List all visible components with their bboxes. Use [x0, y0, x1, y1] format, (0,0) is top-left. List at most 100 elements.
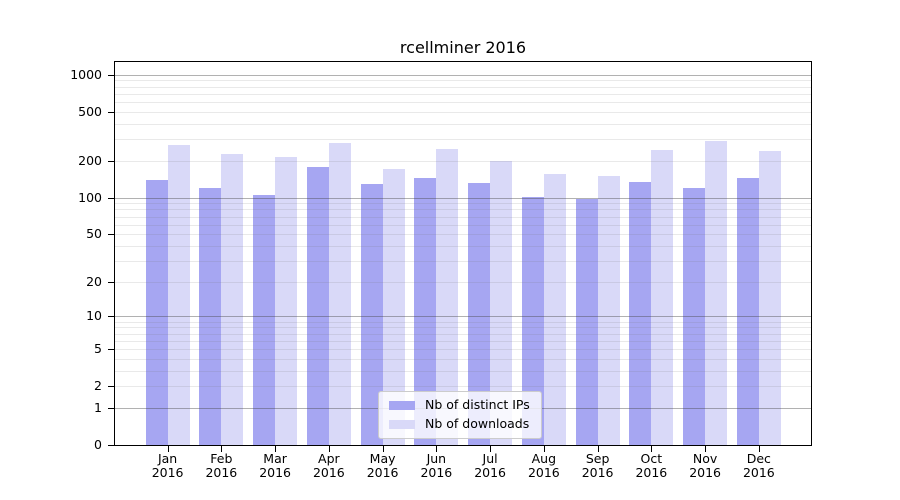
bar-distinct-ips — [306, 166, 329, 445]
y-gridline — [115, 260, 811, 262]
y-tick — [108, 160, 114, 162]
y-tick-label: 1000 — [70, 66, 102, 82]
x-tick — [328, 446, 330, 452]
legend-entry-distinct-ips: Nb of distinct IPs — [389, 398, 530, 412]
y-gridline — [115, 80, 811, 82]
y-gridline — [115, 160, 811, 162]
y-gridline — [115, 327, 811, 329]
bar-downloads — [651, 150, 674, 445]
y-tick — [108, 445, 114, 446]
bar-downloads — [597, 176, 620, 445]
y-gridline — [115, 321, 811, 323]
y-tick — [108, 74, 114, 76]
x-tick-label-year: 2016 — [259, 465, 291, 480]
bar-distinct-ips — [199, 187, 222, 445]
bar-downloads — [328, 143, 351, 445]
y-gridline — [115, 316, 811, 318]
y-gridline — [115, 224, 811, 226]
bar-downloads — [382, 168, 405, 445]
bar-downloads — [275, 156, 298, 445]
y-tick-label: 500 — [78, 103, 102, 119]
bar-distinct-ips — [145, 180, 168, 445]
y-tick-label: 50 — [86, 226, 102, 242]
y-gridline — [115, 111, 811, 113]
x-tick-label-month: May — [369, 451, 396, 466]
bar-distinct-ips — [736, 177, 759, 445]
x-tick — [705, 446, 707, 452]
x-tick — [543, 446, 545, 452]
legend: Nb of distinct IPs Nb of downloads — [378, 391, 542, 439]
x-tick-label-month: Nov — [692, 451, 718, 466]
y-tick-label: 5 — [94, 340, 102, 356]
y-gridline — [115, 123, 811, 125]
y-gridline — [115, 139, 811, 141]
bar-downloads — [758, 150, 781, 445]
x-tick-label-year: 2016 — [527, 465, 560, 480]
x-tick-label: Mar 2016 — [247, 452, 303, 480]
bar-distinct-ips — [629, 182, 652, 445]
y-tick-label: 1 — [94, 399, 102, 415]
x-tick-label-month: Apr — [318, 451, 340, 466]
y-tick — [108, 281, 114, 283]
y-gridline — [115, 216, 811, 218]
bar-distinct-ips — [360, 183, 383, 445]
legend-label-distinct-ips: Nb of distinct IPs — [425, 397, 530, 412]
y-gridline — [115, 86, 811, 88]
x-tick — [490, 446, 492, 452]
x-tick-label-month: Jun — [426, 451, 447, 466]
x-tick — [597, 446, 599, 452]
legend-swatch-downloads — [389, 419, 415, 429]
y-tick — [108, 386, 114, 388]
bar-distinct-ips — [253, 194, 276, 445]
bar-distinct-ips — [414, 177, 437, 445]
y-gridline — [115, 281, 811, 283]
bar-distinct-ips — [683, 187, 706, 445]
y-gridline — [115, 386, 811, 388]
x-tick — [167, 446, 169, 452]
x-tick-label-month: Mar — [263, 451, 287, 466]
bar-distinct-ips — [468, 183, 491, 445]
x-tick — [275, 446, 277, 452]
bar-downloads — [490, 160, 513, 445]
x-tick-label-year: 2016 — [474, 465, 506, 480]
x-tick-label-month: Oct — [640, 451, 663, 466]
bar-downloads — [705, 140, 728, 445]
x-tick-label-month: Feb — [210, 451, 233, 466]
x-tick-label-year: 2016 — [581, 465, 614, 480]
x-tick-label-year: 2016 — [151, 465, 184, 480]
y-tick-label: 10 — [86, 308, 102, 324]
bar-downloads — [436, 149, 459, 445]
legend-label-downloads: Nb of downloads — [425, 416, 530, 431]
x-tick-label: Sep 2016 — [570, 452, 626, 480]
y-tick — [108, 111, 114, 113]
x-tick — [651, 446, 653, 452]
legend-swatch-distinct-ips — [389, 400, 415, 410]
plot-area: Nb of distinct IPs Nb of downloads — [114, 61, 812, 446]
bar-downloads — [221, 153, 244, 445]
x-tick-label-year: 2016 — [312, 465, 345, 480]
x-tick — [382, 446, 384, 452]
x-tick-label: Apr 2016 — [301, 452, 357, 480]
x-tick-label: Aug 2016 — [516, 452, 572, 480]
y-tick — [108, 407, 114, 409]
y-tick — [108, 348, 114, 350]
bar-distinct-ips — [521, 197, 544, 445]
y-gridline — [115, 234, 811, 236]
x-tick-label-year: 2016 — [205, 465, 238, 480]
legend-entry-downloads: Nb of downloads — [389, 417, 530, 431]
x-tick-label-month: Jul — [482, 451, 498, 466]
x-tick-label: Jun 2016 — [408, 452, 464, 480]
y-gridline — [115, 358, 811, 360]
x-tick — [758, 446, 760, 452]
x-tick-label-year: 2016 — [742, 465, 775, 480]
x-tick-label-year: 2016 — [689, 465, 721, 480]
y-gridline — [115, 209, 811, 211]
y-tick — [108, 197, 114, 199]
x-tick-label-year: 2016 — [420, 465, 453, 480]
y-tick — [108, 234, 114, 236]
bar-distinct-ips — [575, 198, 598, 445]
x-tick-label: Jan 2016 — [140, 452, 196, 480]
y-tick-label: 2 — [94, 378, 102, 394]
x-tick-label-month: Dec — [746, 451, 771, 466]
